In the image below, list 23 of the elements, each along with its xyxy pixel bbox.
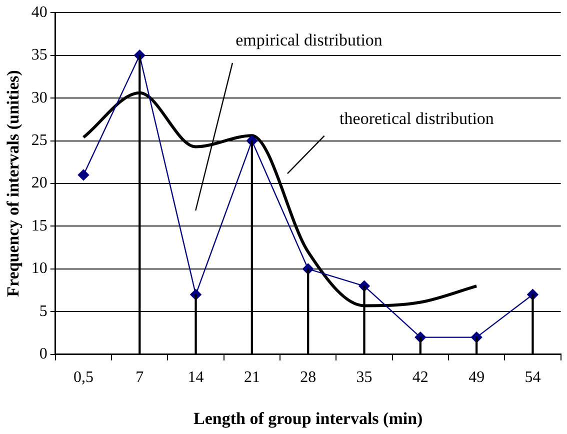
x-tick-label: 49 <box>468 369 485 386</box>
x-tick-label: 0,5 <box>73 369 94 386</box>
y-tick-label: 30 <box>31 89 48 106</box>
annotation: theoretical distribution <box>340 108 494 128</box>
y-tick-label: 5 <box>39 302 48 320</box>
x-tick-label: 42 <box>412 369 428 386</box>
x-tick-label: 35 <box>356 369 372 386</box>
y-tick-label: 0 <box>39 346 48 363</box>
x-tick-label: 21 <box>244 369 260 386</box>
x-tick-label: 7 <box>136 369 144 386</box>
x-tick-label: 28 <box>300 369 316 386</box>
annotation: empirical distribution <box>236 30 383 50</box>
x-axis-title: Length of group intervals (min) <box>194 409 423 428</box>
point <box>78 169 90 181</box>
y-tick-label: 40 <box>31 4 48 21</box>
y-tick-label: 10 <box>31 260 48 278</box>
y-tick-label: 20 <box>31 174 48 192</box>
y-tick-label: 25 <box>31 132 48 149</box>
y-tick-label: 35 <box>31 46 48 64</box>
y-axis-title: Frequency of intervals (unities) <box>4 70 23 297</box>
x-tick-label: 14 <box>188 369 204 386</box>
x-tick-label: 54 <box>524 369 541 386</box>
y-tick-label: 15 <box>31 217 48 234</box>
